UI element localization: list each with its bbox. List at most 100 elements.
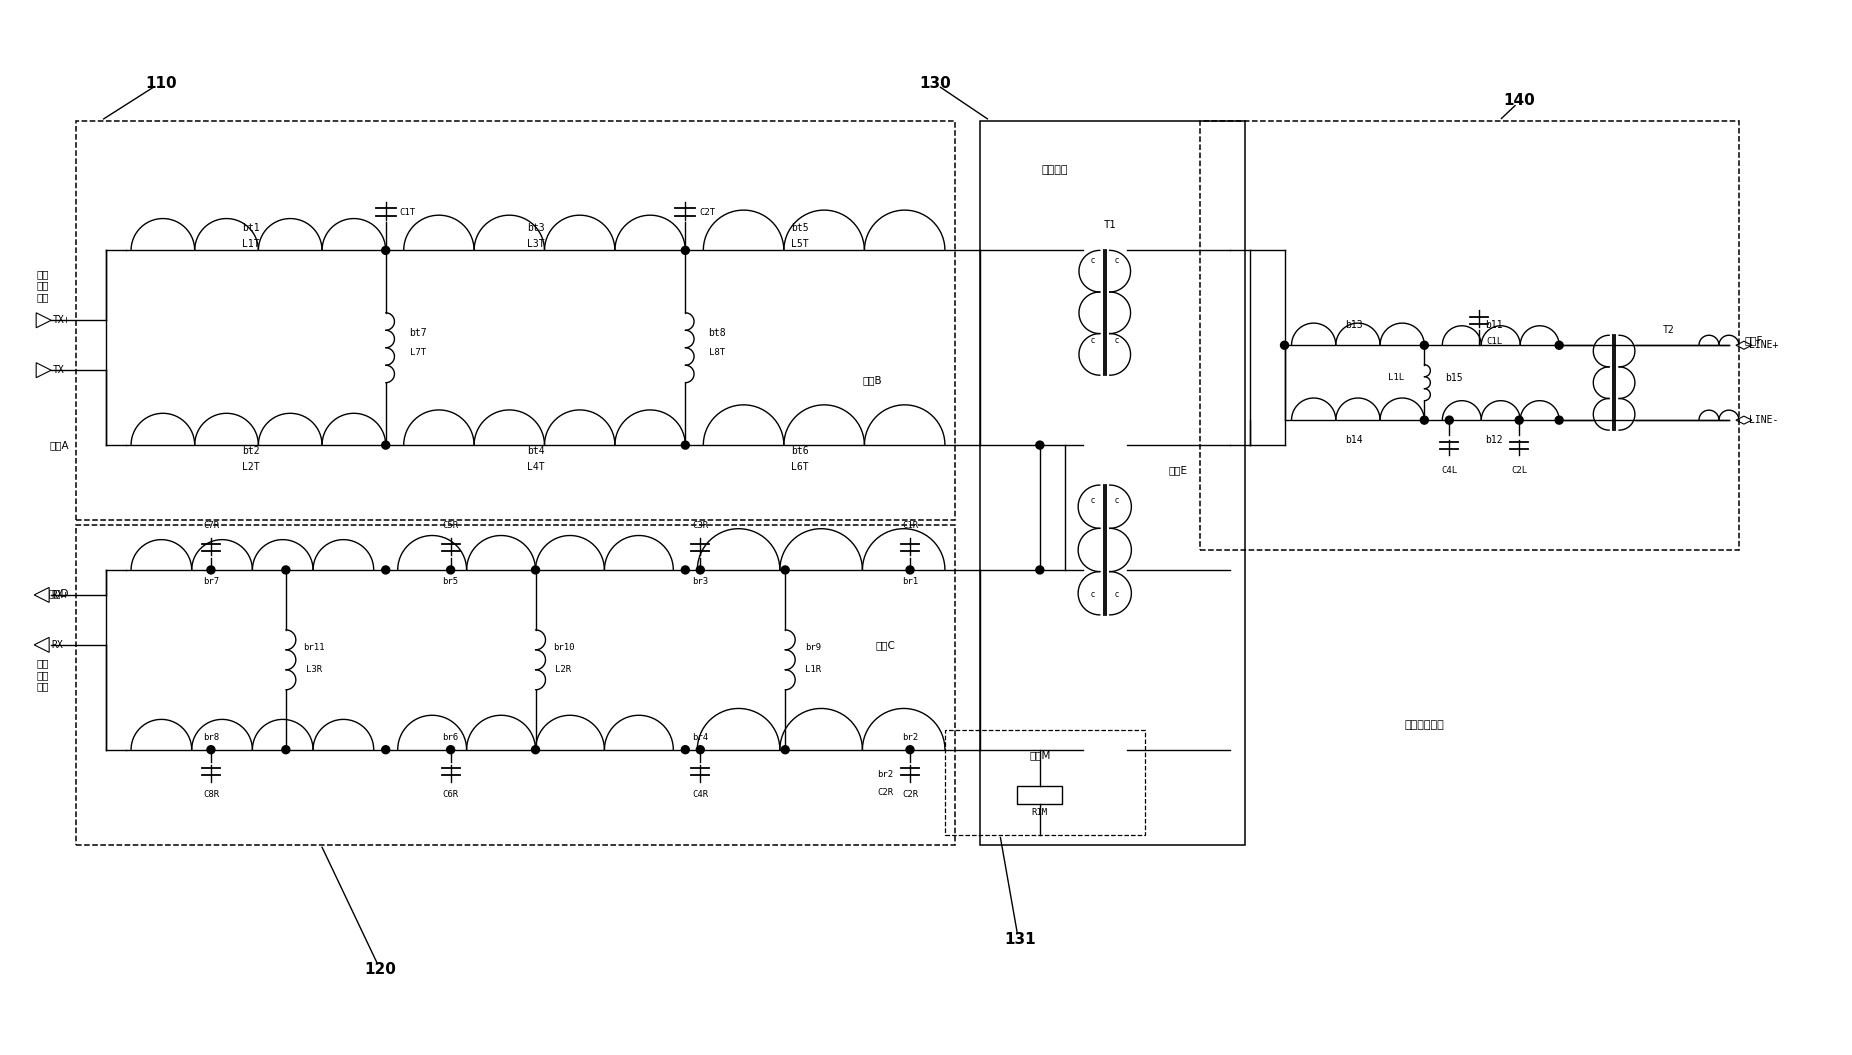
Text: 端口D: 端口D [48, 588, 69, 598]
Circle shape [682, 441, 689, 449]
Circle shape [207, 565, 215, 574]
Text: br3: br3 [693, 577, 707, 587]
Text: L4T: L4T [526, 462, 544, 472]
Text: L3T: L3T [526, 239, 544, 249]
Text: 端口A: 端口A [50, 440, 69, 450]
Circle shape [906, 565, 915, 574]
Text: L8T: L8T [709, 348, 726, 358]
Text: br11: br11 [304, 644, 324, 652]
Text: 发送
滤波
电路: 发送 滤波 电路 [37, 269, 50, 302]
Circle shape [382, 565, 389, 574]
Text: C1R: C1R [902, 520, 919, 530]
Circle shape [906, 746, 915, 753]
Text: c: c [1115, 256, 1119, 265]
Text: 110: 110 [144, 76, 176, 91]
Text: 端口F: 端口F [1745, 335, 1763, 345]
Text: C2R: C2R [902, 790, 919, 799]
Circle shape [382, 441, 389, 449]
Text: br10: br10 [552, 644, 574, 652]
Text: 120: 120 [365, 962, 396, 977]
Text: br4: br4 [693, 733, 707, 743]
Text: L2R: L2R [556, 666, 572, 674]
Text: c: c [1091, 591, 1095, 599]
Text: 端口E: 端口E [1169, 465, 1187, 475]
Text: c: c [1115, 496, 1119, 504]
Text: L1T: L1T [243, 239, 259, 249]
Text: 线路滤波电路: 线路滤波电路 [1404, 720, 1445, 730]
Circle shape [382, 746, 389, 753]
Text: br6: br6 [443, 733, 459, 743]
Text: bt7: bt7 [409, 328, 426, 338]
Text: 端口B: 端口B [863, 376, 882, 385]
Text: RX+: RX+ [52, 590, 69, 600]
Circle shape [1556, 416, 1563, 424]
Circle shape [1420, 341, 1428, 349]
Circle shape [282, 565, 291, 574]
Text: RX-: RX- [52, 639, 69, 650]
Text: L3R: L3R [306, 666, 322, 674]
Text: L7T: L7T [409, 348, 426, 358]
Circle shape [1280, 341, 1289, 349]
Circle shape [696, 565, 704, 574]
Text: 接收
滤波
电路: 接收 滤波 电路 [37, 658, 50, 691]
Text: C7R: C7R [204, 520, 219, 530]
Text: br9: br9 [806, 644, 820, 652]
Text: b11: b11 [1485, 321, 1504, 330]
Text: br1: br1 [902, 577, 919, 587]
Circle shape [446, 565, 454, 574]
Text: TX-: TX- [54, 365, 70, 376]
Text: C1T: C1T [400, 208, 415, 217]
Text: c: c [1115, 335, 1119, 345]
Circle shape [207, 746, 215, 753]
Bar [1017, 786, 1063, 804]
Circle shape [1556, 341, 1563, 349]
Text: LINE+: LINE+ [1748, 341, 1778, 350]
Circle shape [1035, 441, 1045, 449]
Circle shape [382, 247, 389, 254]
Text: C8R: C8R [204, 790, 219, 799]
Text: 混合电路: 混合电路 [1041, 166, 1069, 175]
Circle shape [282, 746, 291, 753]
Text: L5T: L5T [791, 239, 809, 249]
Text: TX+: TX+ [54, 315, 70, 325]
Text: bt1: bt1 [243, 224, 259, 233]
Text: 端口C: 端口C [876, 639, 895, 650]
Text: R1M: R1M [1032, 808, 1048, 818]
Circle shape [782, 746, 789, 753]
Text: C4R: C4R [693, 790, 707, 799]
Text: bt3: bt3 [526, 224, 544, 233]
Text: bt5: bt5 [791, 224, 809, 233]
Text: LINE-: LINE- [1748, 415, 1778, 425]
Text: 端口M: 端口M [1030, 750, 1050, 760]
Bar [76, 120, 956, 520]
Circle shape [682, 565, 689, 574]
Bar [1200, 120, 1739, 550]
Text: br5: br5 [443, 577, 459, 587]
Circle shape [1420, 416, 1428, 424]
Text: b13: b13 [1346, 321, 1363, 330]
Text: T1: T1 [1104, 220, 1117, 230]
Text: c: c [1115, 591, 1119, 599]
Text: L1R: L1R [806, 666, 820, 674]
Text: C4L: C4L [1441, 465, 1458, 475]
Text: b14: b14 [1346, 435, 1363, 445]
Bar [945, 730, 1145, 835]
Text: bt4: bt4 [526, 446, 544, 456]
Text: C3R: C3R [693, 520, 707, 530]
Circle shape [1445, 416, 1454, 424]
Text: br7: br7 [204, 577, 219, 587]
Circle shape [1035, 565, 1045, 574]
Text: C6R: C6R [443, 790, 459, 799]
Text: C2R: C2R [878, 788, 893, 798]
Text: b15: b15 [1446, 372, 1463, 383]
Text: br2: br2 [878, 770, 893, 780]
Text: C2T: C2T [700, 208, 715, 217]
Text: bt2: bt2 [243, 446, 259, 456]
Text: c: c [1091, 256, 1095, 265]
Text: L1L: L1L [1389, 373, 1404, 382]
Text: C2L: C2L [1511, 465, 1528, 475]
Bar [76, 525, 956, 845]
Circle shape [696, 746, 704, 753]
Text: c: c [1091, 335, 1095, 345]
Circle shape [1515, 416, 1522, 424]
